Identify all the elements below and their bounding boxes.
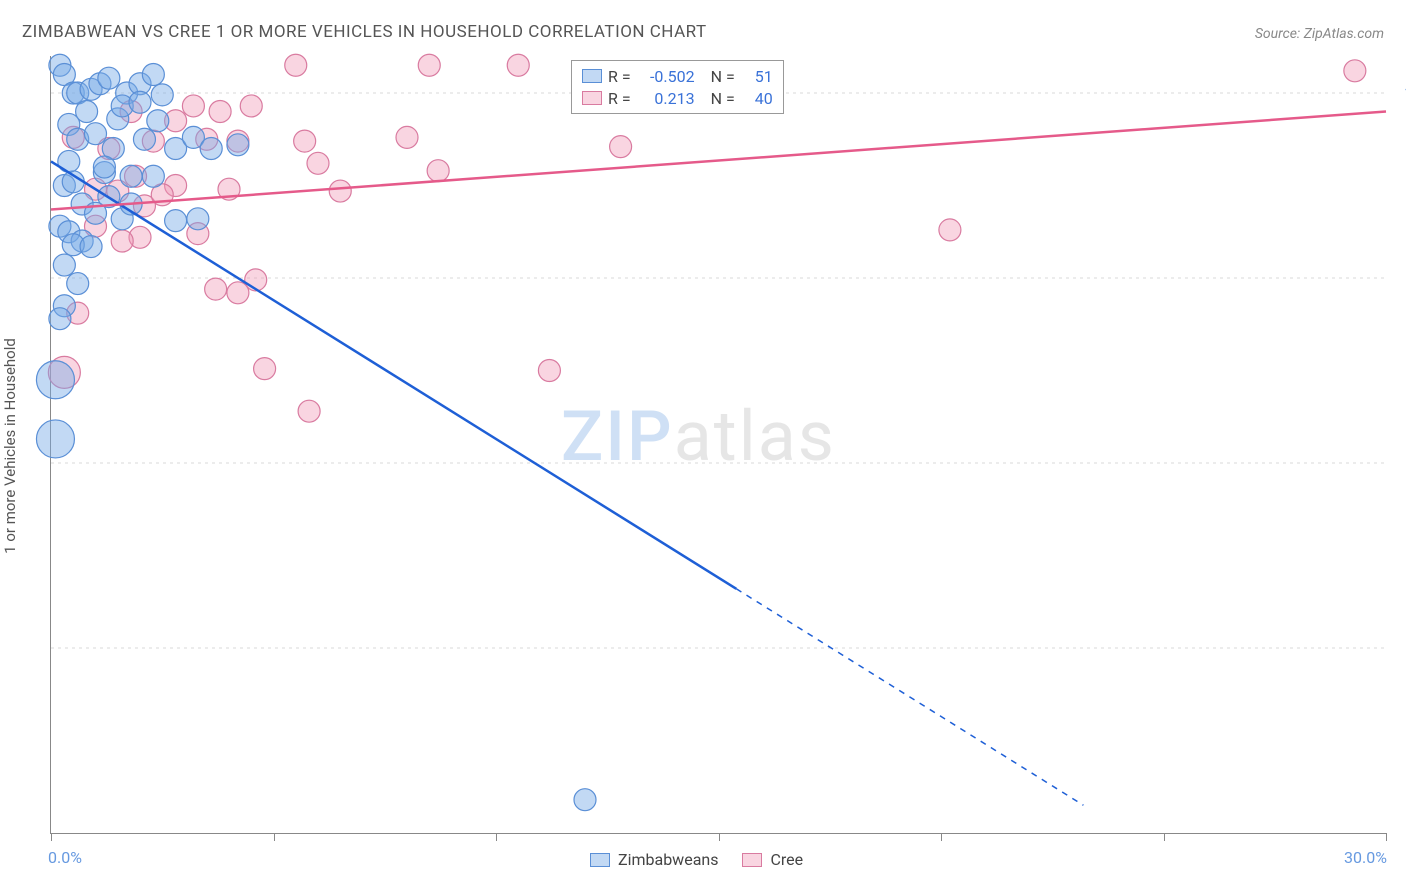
x-tick — [1164, 833, 1165, 841]
x-tick — [51, 833, 52, 841]
n-value-cree: 40 — [741, 89, 773, 108]
series-legend: Zimbabweans Cree — [590, 850, 803, 869]
stats-legend: R = -0.502 N = 51 R = 0.213 N = 40 — [571, 60, 784, 114]
y-tick-label: 70.0% — [1396, 639, 1406, 658]
n-label: N = — [711, 67, 735, 86]
x-tick-label-max: 30.0% — [1344, 848, 1387, 867]
n-value-zimbabweans: 51 — [741, 67, 773, 86]
legend-item-cree: Cree — [742, 850, 803, 869]
swatch-cree — [582, 91, 602, 105]
stats-legend-row-cree: R = 0.213 N = 40 — [582, 87, 773, 109]
y-axis-title: 1 or more Vehicles in Household — [1, 338, 19, 554]
swatch-zimbabweans — [590, 853, 610, 867]
r-label: R = — [608, 89, 631, 108]
swatch-cree — [742, 853, 762, 867]
r-value-zimbabweans: -0.502 — [637, 67, 695, 86]
r-value-cree: 0.213 — [637, 89, 695, 108]
plot-area: ZIPatlas R = -0.502 N = 51 R = 0.213 N =… — [50, 56, 1386, 834]
x-tick-label-min: 0.0% — [48, 848, 82, 867]
y-tick-label: 90.0% — [1396, 269, 1406, 288]
legend-label-zimbabweans: Zimbabweans — [618, 850, 718, 869]
source-attribution: Source: ZipAtlas.com — [1255, 26, 1384, 42]
x-tick — [496, 833, 497, 841]
x-tick — [1386, 833, 1387, 841]
chart-svg — [51, 56, 1386, 833]
x-tick — [274, 833, 275, 841]
chart-title: ZIMBABWEAN VS CREE 1 OR MORE VEHICLES IN… — [22, 22, 707, 42]
swatch-zimbabweans — [582, 69, 602, 83]
x-tick — [719, 833, 720, 841]
y-tick-label: 100.0% — [1396, 84, 1406, 103]
y-tick-label: 80.0% — [1396, 454, 1406, 473]
legend-label-cree: Cree — [770, 850, 803, 869]
n-label: N = — [711, 89, 735, 108]
stats-legend-row-zimbabweans: R = -0.502 N = 51 — [582, 65, 773, 87]
legend-item-zimbabweans: Zimbabweans — [590, 850, 718, 869]
x-tick — [941, 833, 942, 841]
r-label: R = — [608, 67, 631, 86]
